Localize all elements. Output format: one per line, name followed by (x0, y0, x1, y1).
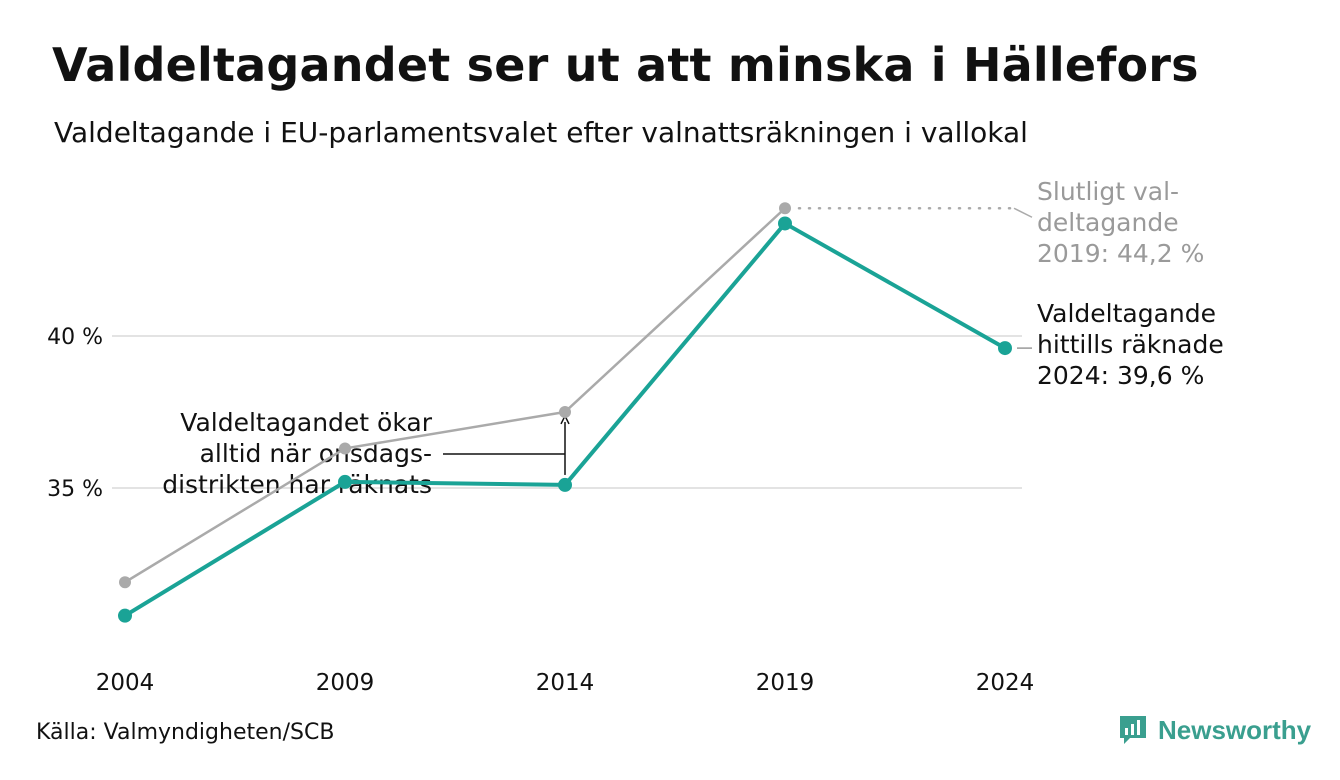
annotations: Slutligt val-deltagande 2019: 44,2 % Valde… (162, 177, 1223, 499)
annotation-current-2024-line: 2024: 39,6 % (1037, 361, 1204, 390)
data-point-counted (998, 341, 1012, 356)
annotation-final-2019-line: deltagande (1037, 208, 1179, 237)
y-tick-label: 40 % (47, 325, 103, 350)
annotation-current-2024: Valdeltagande hittills räknade 2024: 39,6 … (1037, 299, 1224, 390)
data-point-counted (338, 474, 352, 489)
newsworthy-logo-text: Newsworthy (1158, 714, 1312, 745)
chart-subtitle: Valdeltagande i EU-parlamentsvalet efter… (54, 116, 1028, 149)
annotation-current-2024-line: hittills räknade (1037, 330, 1224, 359)
data-point-counted (558, 477, 572, 492)
series (118, 202, 1012, 623)
x-tick-label: 2004 (96, 670, 155, 696)
y-tick-label: 35 % (47, 477, 103, 502)
annotation-final-2019-line: 2019: 44,2 % (1037, 239, 1204, 268)
data-point-final (779, 202, 791, 215)
data-point-counted (118, 608, 132, 623)
annotation-increase-note-line: distrikten har räknats (162, 470, 432, 499)
leader-final-2019-tick (1013, 207, 1033, 218)
x-tick-label: 2009 (316, 670, 375, 696)
x-tick-label: 2014 (536, 670, 595, 696)
data-point-final (339, 442, 351, 455)
newsworthy-logo-icon (1120, 716, 1146, 744)
data-point-final (559, 405, 571, 418)
annotation-final-2019: Slutligt val-deltagande 2019: 44,2 % (1037, 177, 1204, 268)
data-point-counted (778, 216, 792, 231)
annotation-current-2024-line: Valdeltagande (1037, 299, 1216, 328)
annotation-increase-note: Valdeltagandet ökar alltid när onsdags-di… (162, 408, 432, 499)
newsworthy-logo[interactable]: Newsworthy (1118, 714, 1311, 746)
x-tick-label: 2019 (756, 670, 815, 696)
annotation-increase-note-line: Valdeltagandet ökar (180, 408, 432, 437)
annotation-increase-note-line: alltid när onsdags- (200, 439, 432, 468)
series-line-final (124, 207, 786, 584)
x-tick-label: 2024 (976, 670, 1035, 696)
y-axis-ticks: 35 % 40 % (47, 325, 103, 502)
chart-title: Valdeltagandet ser ut att minska i Hälle… (52, 38, 1199, 92)
data-point-final (119, 576, 131, 589)
source-note: Källa: Valmyndigheten/SCB (36, 720, 335, 745)
annotation-final-2019-line: Slutligt val- (1037, 177, 1179, 206)
x-axis-ticks: 2004 2009 2014 2019 2024 (96, 670, 1035, 696)
